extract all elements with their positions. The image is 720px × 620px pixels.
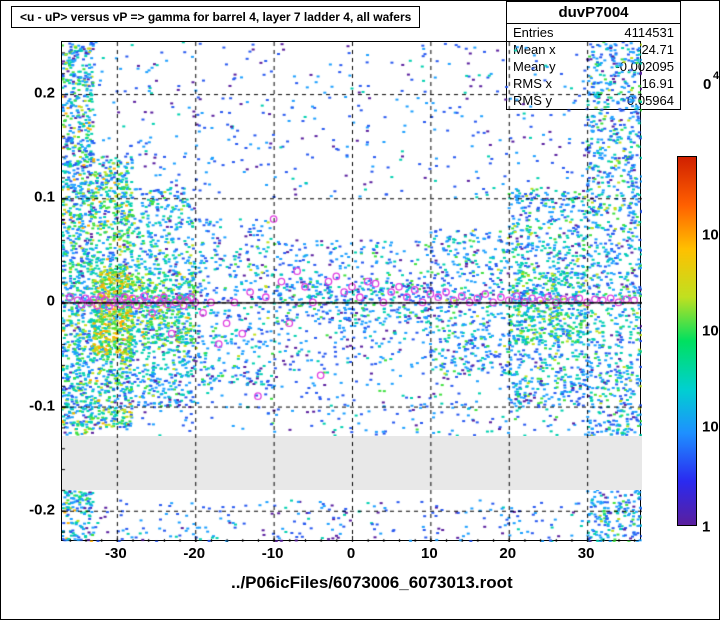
colorbar-label: 10	[702, 322, 719, 339]
xtick-label: 20	[499, 545, 516, 562]
colorbar-overflow-label: 0	[703, 76, 711, 93]
ytick-label: 0	[5, 293, 55, 310]
scatter-canvas	[62, 42, 642, 542]
ytick-label: -0.2	[5, 501, 55, 518]
ytick-label: -0.1	[5, 397, 55, 414]
xtick-label: 30	[578, 545, 595, 562]
plot-area	[61, 41, 641, 541]
colorbar-label: 10	[702, 226, 719, 243]
stats-entries: Entries4114531	[507, 24, 680, 41]
stats-name: duvP7004	[507, 2, 680, 24]
colorbar: 110102103	[677, 156, 697, 526]
colorbar-label: 10	[702, 419, 719, 436]
file-label: ../P06icFiles/6073006_6073013.root	[231, 573, 513, 593]
colorbar-label: 1	[702, 519, 710, 536]
xtick-label: 0	[347, 545, 355, 562]
ytick-label: 0.1	[5, 189, 55, 206]
colorbar-overflow-sup: 4	[713, 70, 719, 82]
ytick-label: 0.2	[5, 85, 55, 102]
root-figure: <u - uP> versus vP => gamma for barrel 4…	[0, 0, 720, 620]
xtick-label: -20	[183, 545, 205, 562]
xtick-label: 10	[421, 545, 438, 562]
xtick-label: -30	[105, 545, 127, 562]
plot-title: <u - uP> versus vP => gamma for barrel 4…	[11, 6, 420, 28]
xtick-label: -10	[262, 545, 284, 562]
